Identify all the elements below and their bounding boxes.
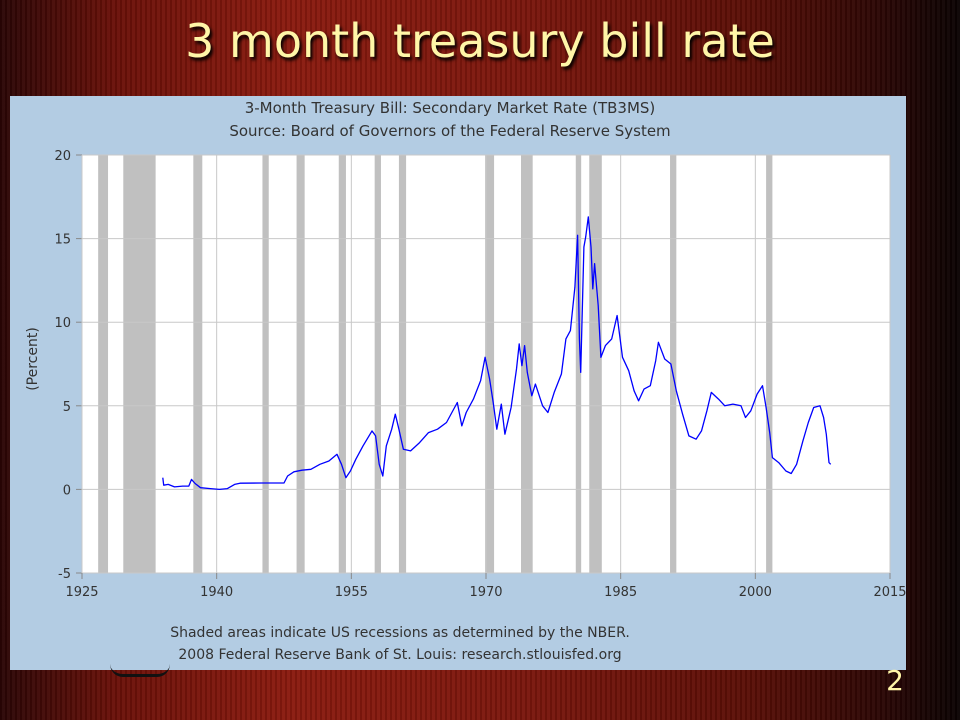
y-tick-label: -5 <box>58 567 71 582</box>
recession-band <box>766 155 773 573</box>
chart-title: 3-Month Treasury Bill: Secondary Market … <box>245 99 656 117</box>
footnote-source: 2008 Federal Reserve Bank of St. Louis: … <box>178 647 621 663</box>
recession-band <box>575 155 582 573</box>
x-tick-label: 2015 <box>873 585 906 600</box>
y-tick-label: 15 <box>54 233 71 248</box>
chart-subtitle: Source: Board of Governors of the Federa… <box>229 122 670 140</box>
chart: 3-Month Treasury Bill: Secondary Market … <box>25 99 907 663</box>
x-tick-label: 1925 <box>65 585 98 600</box>
x-tick-label: 2000 <box>739 585 772 600</box>
footnote-recessions: Shaded areas indicate US recessions as d… <box>170 625 630 641</box>
recession-band <box>485 155 495 573</box>
tick-labels: -5 0 5 10 15 20 1925 1940 1955 1970 1985 2000 2015 <box>54 149 906 600</box>
x-tick-label: 1955 <box>335 585 368 600</box>
series-layer <box>162 216 832 491</box>
x-tick-label: 1970 <box>469 585 502 600</box>
chart-panel: 3-Month Treasury Bill: Secondary Market … <box>10 96 907 670</box>
y-tick-label: 5 <box>63 400 71 415</box>
recession-band <box>296 155 305 573</box>
recession-band <box>193 155 203 573</box>
slide-title: 3 month treasury bill rate <box>185 14 775 68</box>
recession-band <box>589 155 602 573</box>
recession-band <box>123 155 156 573</box>
page-number: 2 <box>886 664 904 697</box>
tb3ms-series-line <box>162 216 832 491</box>
y-tick-label: 0 <box>63 483 71 498</box>
y-tick-label: 20 <box>54 149 71 164</box>
recession-band <box>98 155 109 573</box>
recession-band <box>374 155 381 573</box>
y-tick-label: 10 <box>54 316 71 331</box>
recession-band <box>398 155 407 573</box>
gridlines <box>76 154 891 579</box>
decorative-arc <box>110 664 170 677</box>
recession-band <box>338 155 346 573</box>
x-tick-label: 1985 <box>604 585 637 600</box>
recession-band <box>670 155 677 573</box>
y-axis-label: (Percent) <box>25 327 41 391</box>
x-tick-label: 1940 <box>200 585 233 600</box>
recession-band <box>262 155 269 573</box>
